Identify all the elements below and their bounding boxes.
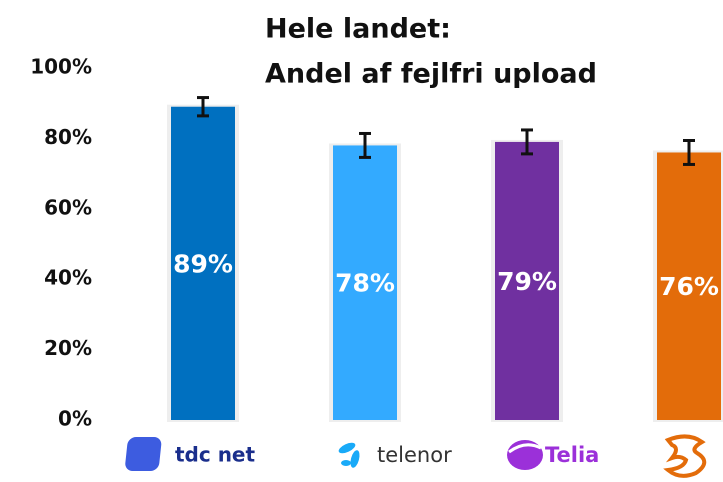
y-tick-label: 100% [30,55,92,79]
x-tick-label: telenor [377,443,452,467]
y-tick-label: 40% [44,266,92,290]
y-tick-label: 60% [44,195,92,219]
bar [657,152,721,421]
y-tick-label: 0% [58,407,92,431]
y-tick-label: 20% [44,336,92,360]
bar [495,141,559,421]
telia-logo [507,440,543,470]
y-tick-label: 80% [44,125,92,149]
tdc-logo [125,437,162,471]
value-label: 78% [335,269,395,298]
x-tick-label: Telia [545,443,599,467]
value-label: 76% [659,272,719,301]
telenor-logo [338,442,360,468]
bar [171,106,235,420]
x-tick-label: tdc net [175,443,255,467]
chart-title: Hele landet: [265,14,451,45]
bar [333,145,397,420]
three-logo [663,434,707,478]
chart-subtitle: Andel af fejlfri upload [265,59,597,90]
value-label: 79% [497,267,557,296]
value-label: 89% [173,249,233,278]
